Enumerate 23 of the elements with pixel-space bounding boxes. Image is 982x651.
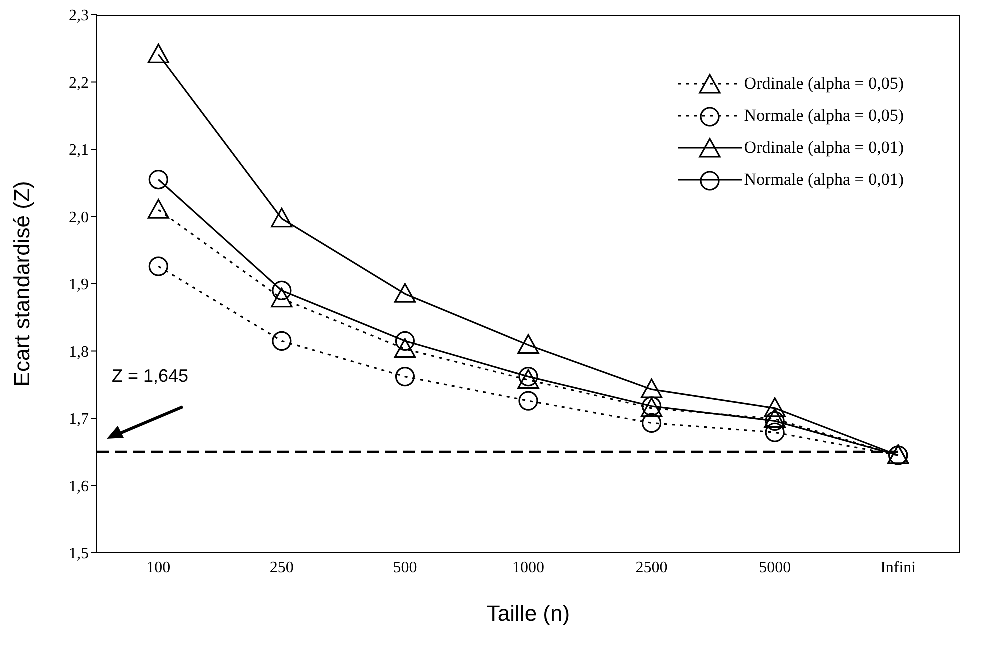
x-tick-label: Infini: [880, 559, 917, 576]
legend-label: Normale (alpha = 0,01): [744, 170, 904, 190]
x-tick-label: 5000: [759, 559, 792, 576]
x-tick-label: 100: [146, 559, 171, 576]
x-tick-label: 250: [270, 559, 294, 576]
y-tick-label: 1,8: [69, 344, 89, 361]
x-tick-label: 2500: [636, 559, 668, 576]
x-tick-label: 1000: [512, 559, 544, 576]
y-axis-title: Ecart standardisé (Z): [10, 181, 34, 387]
x-axis-title: Taille (n): [486, 601, 570, 626]
y-tick-label: 1,5: [69, 546, 89, 563]
y-tick-label: 2,1: [69, 142, 89, 160]
annotation: Z = 1,645: [112, 366, 189, 388]
y-tick-label: 2,2: [69, 74, 89, 92]
y-tick-label: 2,3: [69, 8, 89, 25]
legend-label: Normale (alpha = 0,05): [744, 106, 904, 126]
y-tick-label: 1,7: [69, 411, 89, 428]
y-tick-label: 1,6: [69, 478, 89, 496]
x-tick-label: 500: [393, 559, 418, 576]
legend-label: Ordinale (alpha = 0,05): [744, 74, 904, 94]
legend-label: Ordinale (alpha = 0,01): [744, 138, 904, 158]
y-tick-label: 2,0: [69, 209, 89, 226]
y-tick-label: 1,9: [69, 276, 89, 294]
